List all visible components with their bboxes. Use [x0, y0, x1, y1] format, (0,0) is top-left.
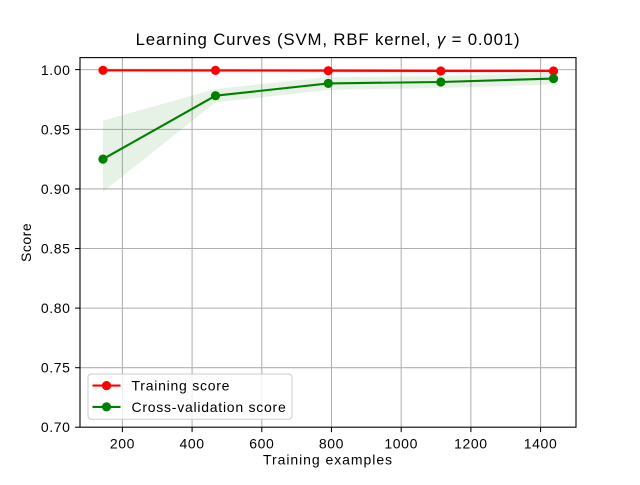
svg-text:Training examples: Training examples: [263, 452, 393, 468]
svg-text:Cross-validation score: Cross-validation score: [132, 399, 287, 415]
svg-text:200: 200: [110, 435, 135, 451]
svg-text:0.75: 0.75: [41, 360, 71, 376]
svg-text:1400: 1400: [524, 435, 558, 451]
svg-text:0.90: 0.90: [41, 181, 71, 197]
svg-text:800: 800: [319, 435, 344, 451]
svg-text:1.00: 1.00: [41, 62, 71, 78]
svg-text:Score: Score: [18, 223, 34, 262]
svg-text:600: 600: [249, 435, 274, 451]
svg-text:1200: 1200: [454, 435, 488, 451]
svg-text:1000: 1000: [384, 435, 418, 451]
svg-text:0.70: 0.70: [41, 419, 71, 435]
svg-text:0.80: 0.80: [41, 300, 71, 316]
svg-text:Learning Curves (SVM, RBF kern: Learning Curves (SVM, RBF kernel, γ = 0.…: [136, 30, 521, 49]
svg-text:0.85: 0.85: [41, 241, 71, 257]
svg-text:0.95: 0.95: [41, 121, 71, 137]
svg-text:400: 400: [180, 435, 205, 451]
svg-text:Training score: Training score: [132, 378, 231, 394]
